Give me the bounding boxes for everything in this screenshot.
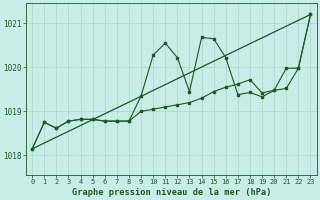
- X-axis label: Graphe pression niveau de la mer (hPa): Graphe pression niveau de la mer (hPa): [72, 188, 271, 197]
